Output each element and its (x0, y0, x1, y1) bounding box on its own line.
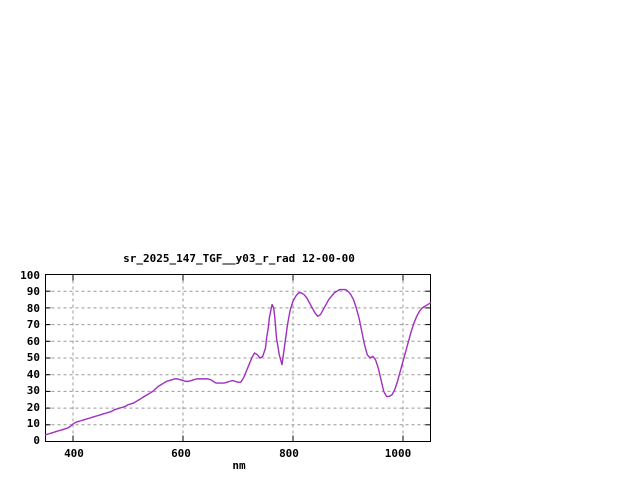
ytick-label-10: 10 (26, 417, 40, 430)
ytick-label-0: 0 (33, 434, 40, 447)
xtick-label-800: 800 (279, 447, 299, 460)
ytick-label-30: 30 (26, 384, 40, 397)
xtick-label-1000: 1000 (384, 447, 412, 460)
x-axis-label: nm (232, 459, 246, 472)
spectrum-line (44, 288, 432, 436)
ytick-label-20: 20 (26, 401, 40, 414)
ytick-label-70: 70 (26, 318, 40, 331)
gridlines (45, 274, 431, 442)
xtick-label-400: 400 (64, 447, 84, 460)
xtick-label-600: 600 (171, 447, 191, 460)
ytick-label-90: 90 (26, 285, 40, 298)
ytick-label-60: 60 (26, 335, 40, 348)
ytick-label-50: 50 (26, 351, 40, 364)
ytick-label-40: 40 (26, 368, 40, 381)
chart-title: sr_2025_147_TGF__y03_r_rad 12-00-00 (123, 252, 355, 265)
ytick-label-80: 80 (26, 302, 40, 315)
ytick-label-100: 100 (20, 269, 40, 282)
plot-frame (45, 274, 431, 442)
